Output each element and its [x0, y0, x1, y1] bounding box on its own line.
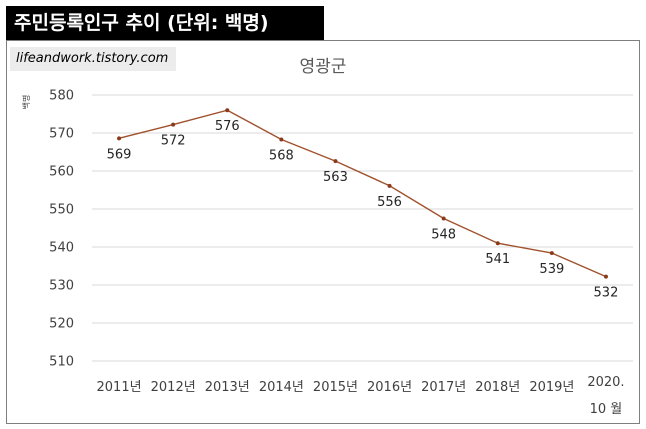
data-label: 568 — [269, 148, 294, 163]
y-axis-ticks: 510 520 530 540 550 560 570 580 — [49, 89, 74, 370]
chart-frame — [6, 40, 640, 424]
x-tick-label: 2017년 — [421, 380, 466, 395]
y-tick-label: 560 — [49, 165, 74, 180]
data-label: 548 — [431, 228, 456, 243]
data-point — [171, 122, 176, 127]
data-point — [279, 137, 284, 142]
y-tick-label: 510 — [49, 355, 74, 370]
data-point — [117, 136, 122, 141]
y-axis-unit-label: 백명 — [21, 95, 31, 110]
series-line — [118, 109, 607, 278]
data-label: 556 — [377, 195, 402, 210]
data-label: 532 — [594, 286, 619, 301]
x-tick-label: 2014년 — [259, 380, 304, 395]
x-tick-label: 2016년 — [367, 380, 412, 395]
y-tick-label: 540 — [49, 241, 74, 256]
data-labels: 569 572 576 568 563 556 548 541 539 532 — [107, 119, 619, 300]
x-tick-label: 2020. 10 월 — [587, 375, 624, 417]
y-tick-label: 580 — [49, 89, 74, 104]
y-tick-label: 550 — [49, 203, 74, 218]
grid-layer — [92, 94, 633, 362]
header-title: 주민등록인구 추이 (단위: 백명) — [6, 6, 324, 40]
data-point — [495, 241, 500, 246]
data-point — [603, 274, 608, 279]
x-tick-label: 2012년 — [151, 380, 196, 395]
data-point — [333, 159, 338, 164]
y-tick-label: 520 — [49, 317, 74, 332]
x-tick-label: 2018년 — [475, 380, 520, 395]
series-layer — [117, 108, 608, 279]
x-tick-label: 2015년 — [313, 380, 358, 395]
y-tick-label: 570 — [49, 127, 74, 142]
source-label: lifeandwork.tistory.com — [10, 47, 176, 71]
data-point — [225, 108, 230, 113]
y-tick-label: 530 — [49, 279, 74, 294]
chart-title: 영광군 — [300, 57, 347, 77]
data-label: 572 — [161, 134, 186, 149]
x-axis-ticks: 2011년 2012년 2013년 2014년 2015년 2016년 2017년 2018년… — [97, 375, 625, 417]
data-label: 541 — [485, 252, 510, 267]
data-label: 576 — [215, 119, 240, 134]
data-label: 539 — [539, 262, 564, 277]
data-point — [441, 216, 446, 221]
data-label: 563 — [323, 170, 348, 185]
data-label: 569 — [107, 147, 132, 162]
x-tick-label: 2013년 — [205, 380, 250, 395]
data-point — [549, 251, 554, 256]
data-point — [387, 183, 392, 188]
x-tick-label: 2011년 — [97, 380, 142, 395]
x-tick-label: 2019년 — [529, 380, 574, 395]
